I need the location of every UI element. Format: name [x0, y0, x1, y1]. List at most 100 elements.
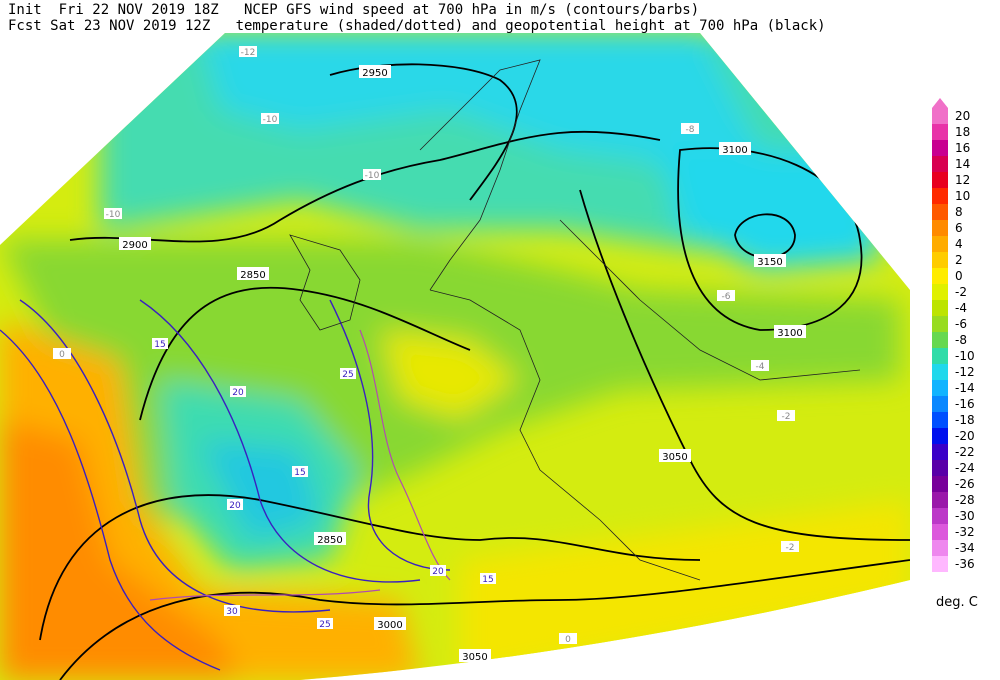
height-label: 3000 — [377, 620, 402, 631]
label-box — [53, 348, 71, 359]
label-box — [559, 633, 577, 644]
wind-label: 20 — [229, 501, 241, 511]
height-label: 3100 — [777, 328, 802, 339]
label-box — [224, 605, 240, 616]
header-line: Init Fri 22 NOV 2019 18Z NCEP GFS wind s… — [8, 2, 700, 18]
colorbar-swatch — [932, 204, 948, 220]
colorbar-label: -2 — [955, 285, 967, 299]
colorbar-swatch — [932, 316, 948, 332]
height-label: 2850 — [317, 535, 342, 546]
colorbar-swatch — [932, 108, 948, 124]
label-box — [237, 267, 269, 280]
temperature-label: -10 — [106, 210, 121, 220]
colorbar-swatch — [932, 476, 948, 492]
height-label: 3150 — [757, 257, 782, 268]
colorbar-label: -32 — [955, 525, 975, 539]
wind-label: 30 — [226, 607, 238, 617]
label-box — [717, 290, 735, 301]
colorbar-swatch — [932, 252, 948, 268]
colorbar-swatch — [932, 428, 948, 444]
colorbar-label: 18 — [955, 125, 970, 139]
colorbar-swatch — [932, 524, 948, 540]
colorbar-label: -14 — [955, 381, 975, 395]
wind-label: 25 — [319, 620, 330, 630]
temperature-label: -12 — [241, 48, 256, 58]
label-box — [681, 123, 699, 134]
colorbar-swatch — [932, 332, 948, 348]
label-box — [659, 449, 691, 462]
colorbar-label: -4 — [955, 301, 967, 315]
colorbar-unit: deg. C — [936, 595, 978, 610]
height-label: 3100 — [722, 145, 747, 156]
label-box — [363, 169, 381, 180]
colorbar-swatch — [932, 492, 948, 508]
label-box — [314, 532, 346, 545]
colorbar-swatch — [932, 268, 948, 284]
temperature-label: -8 — [686, 125, 695, 135]
colorbar-swatch — [932, 444, 948, 460]
colorbar-label: 20 — [955, 109, 970, 123]
colorbar-swatch — [932, 556, 948, 572]
colorbar-swatch — [932, 236, 948, 252]
label-box — [340, 368, 356, 379]
colorbar-swatch — [932, 220, 948, 236]
temperature-label: -10 — [365, 171, 380, 181]
colorbar-label: -24 — [955, 461, 975, 475]
colorbar-swatch — [932, 460, 948, 476]
colorbar-label: -28 — [955, 493, 975, 507]
colorbar-label: 16 — [955, 141, 970, 155]
height-label: 3050 — [662, 452, 687, 463]
colorbar-swatch — [932, 380, 948, 396]
temperature-label: 0 — [565, 635, 571, 645]
temperature-label: 0 — [59, 350, 65, 360]
colorbar-label: 6 — [955, 221, 963, 235]
wind-label: 15 — [294, 468, 305, 478]
temperature-label: -6 — [722, 292, 731, 302]
temperature-label: -2 — [782, 412, 791, 422]
label-box — [781, 541, 799, 552]
temperature-label: -4 — [756, 362, 765, 372]
label-box — [774, 325, 806, 338]
height-label: 2900 — [122, 240, 147, 251]
header-line: Fcst Sat 23 NOV 2019 12Z temperature (sh… — [8, 18, 826, 34]
colorbar-label: -8 — [955, 333, 967, 347]
label-box — [261, 113, 279, 124]
wind-label: 25 — [342, 370, 353, 380]
wind-label: 15 — [482, 575, 493, 585]
colorbar-swatch — [932, 140, 948, 156]
temperature-label: -10 — [263, 115, 278, 125]
label-box — [227, 499, 243, 510]
label-box — [119, 237, 151, 250]
height-label: 2950 — [362, 68, 387, 79]
label-box — [751, 360, 769, 371]
colorbar-swatch — [932, 188, 948, 204]
label-box — [359, 65, 391, 78]
colorbar-label: 2 — [955, 253, 963, 267]
label-box — [430, 565, 446, 576]
colorbar-swatch — [932, 540, 948, 556]
label-box — [719, 142, 751, 155]
label-box — [317, 618, 333, 629]
colorbar-label: 0 — [955, 269, 963, 283]
colorbar-swatch — [932, 508, 948, 524]
label-box — [777, 410, 795, 421]
wind-label: 20 — [432, 567, 444, 577]
label-box — [374, 617, 406, 630]
colorbar-swatch — [932, 396, 948, 412]
label-box — [230, 386, 246, 397]
label-box — [480, 573, 496, 584]
colorbar-label: -16 — [955, 397, 975, 411]
colorbar-arrow — [932, 98, 948, 108]
height-label: 3050 — [462, 652, 487, 663]
colorbar-label: -26 — [955, 477, 975, 491]
temperature-label: -2 — [786, 543, 795, 553]
colorbar-label: -20 — [955, 429, 975, 443]
colorbar-swatch — [932, 124, 948, 140]
label-box — [754, 254, 786, 267]
colorbar-label: -10 — [955, 349, 975, 363]
label-box — [152, 338, 168, 349]
wind-label: 15 — [154, 340, 165, 350]
colorbar-label: -36 — [955, 557, 975, 571]
